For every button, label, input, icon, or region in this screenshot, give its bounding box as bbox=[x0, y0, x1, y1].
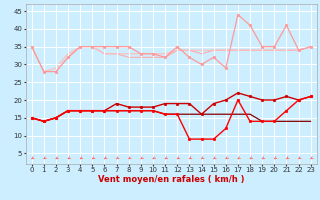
X-axis label: Vent moyen/en rafales ( km/h ): Vent moyen/en rafales ( km/h ) bbox=[98, 175, 244, 184]
